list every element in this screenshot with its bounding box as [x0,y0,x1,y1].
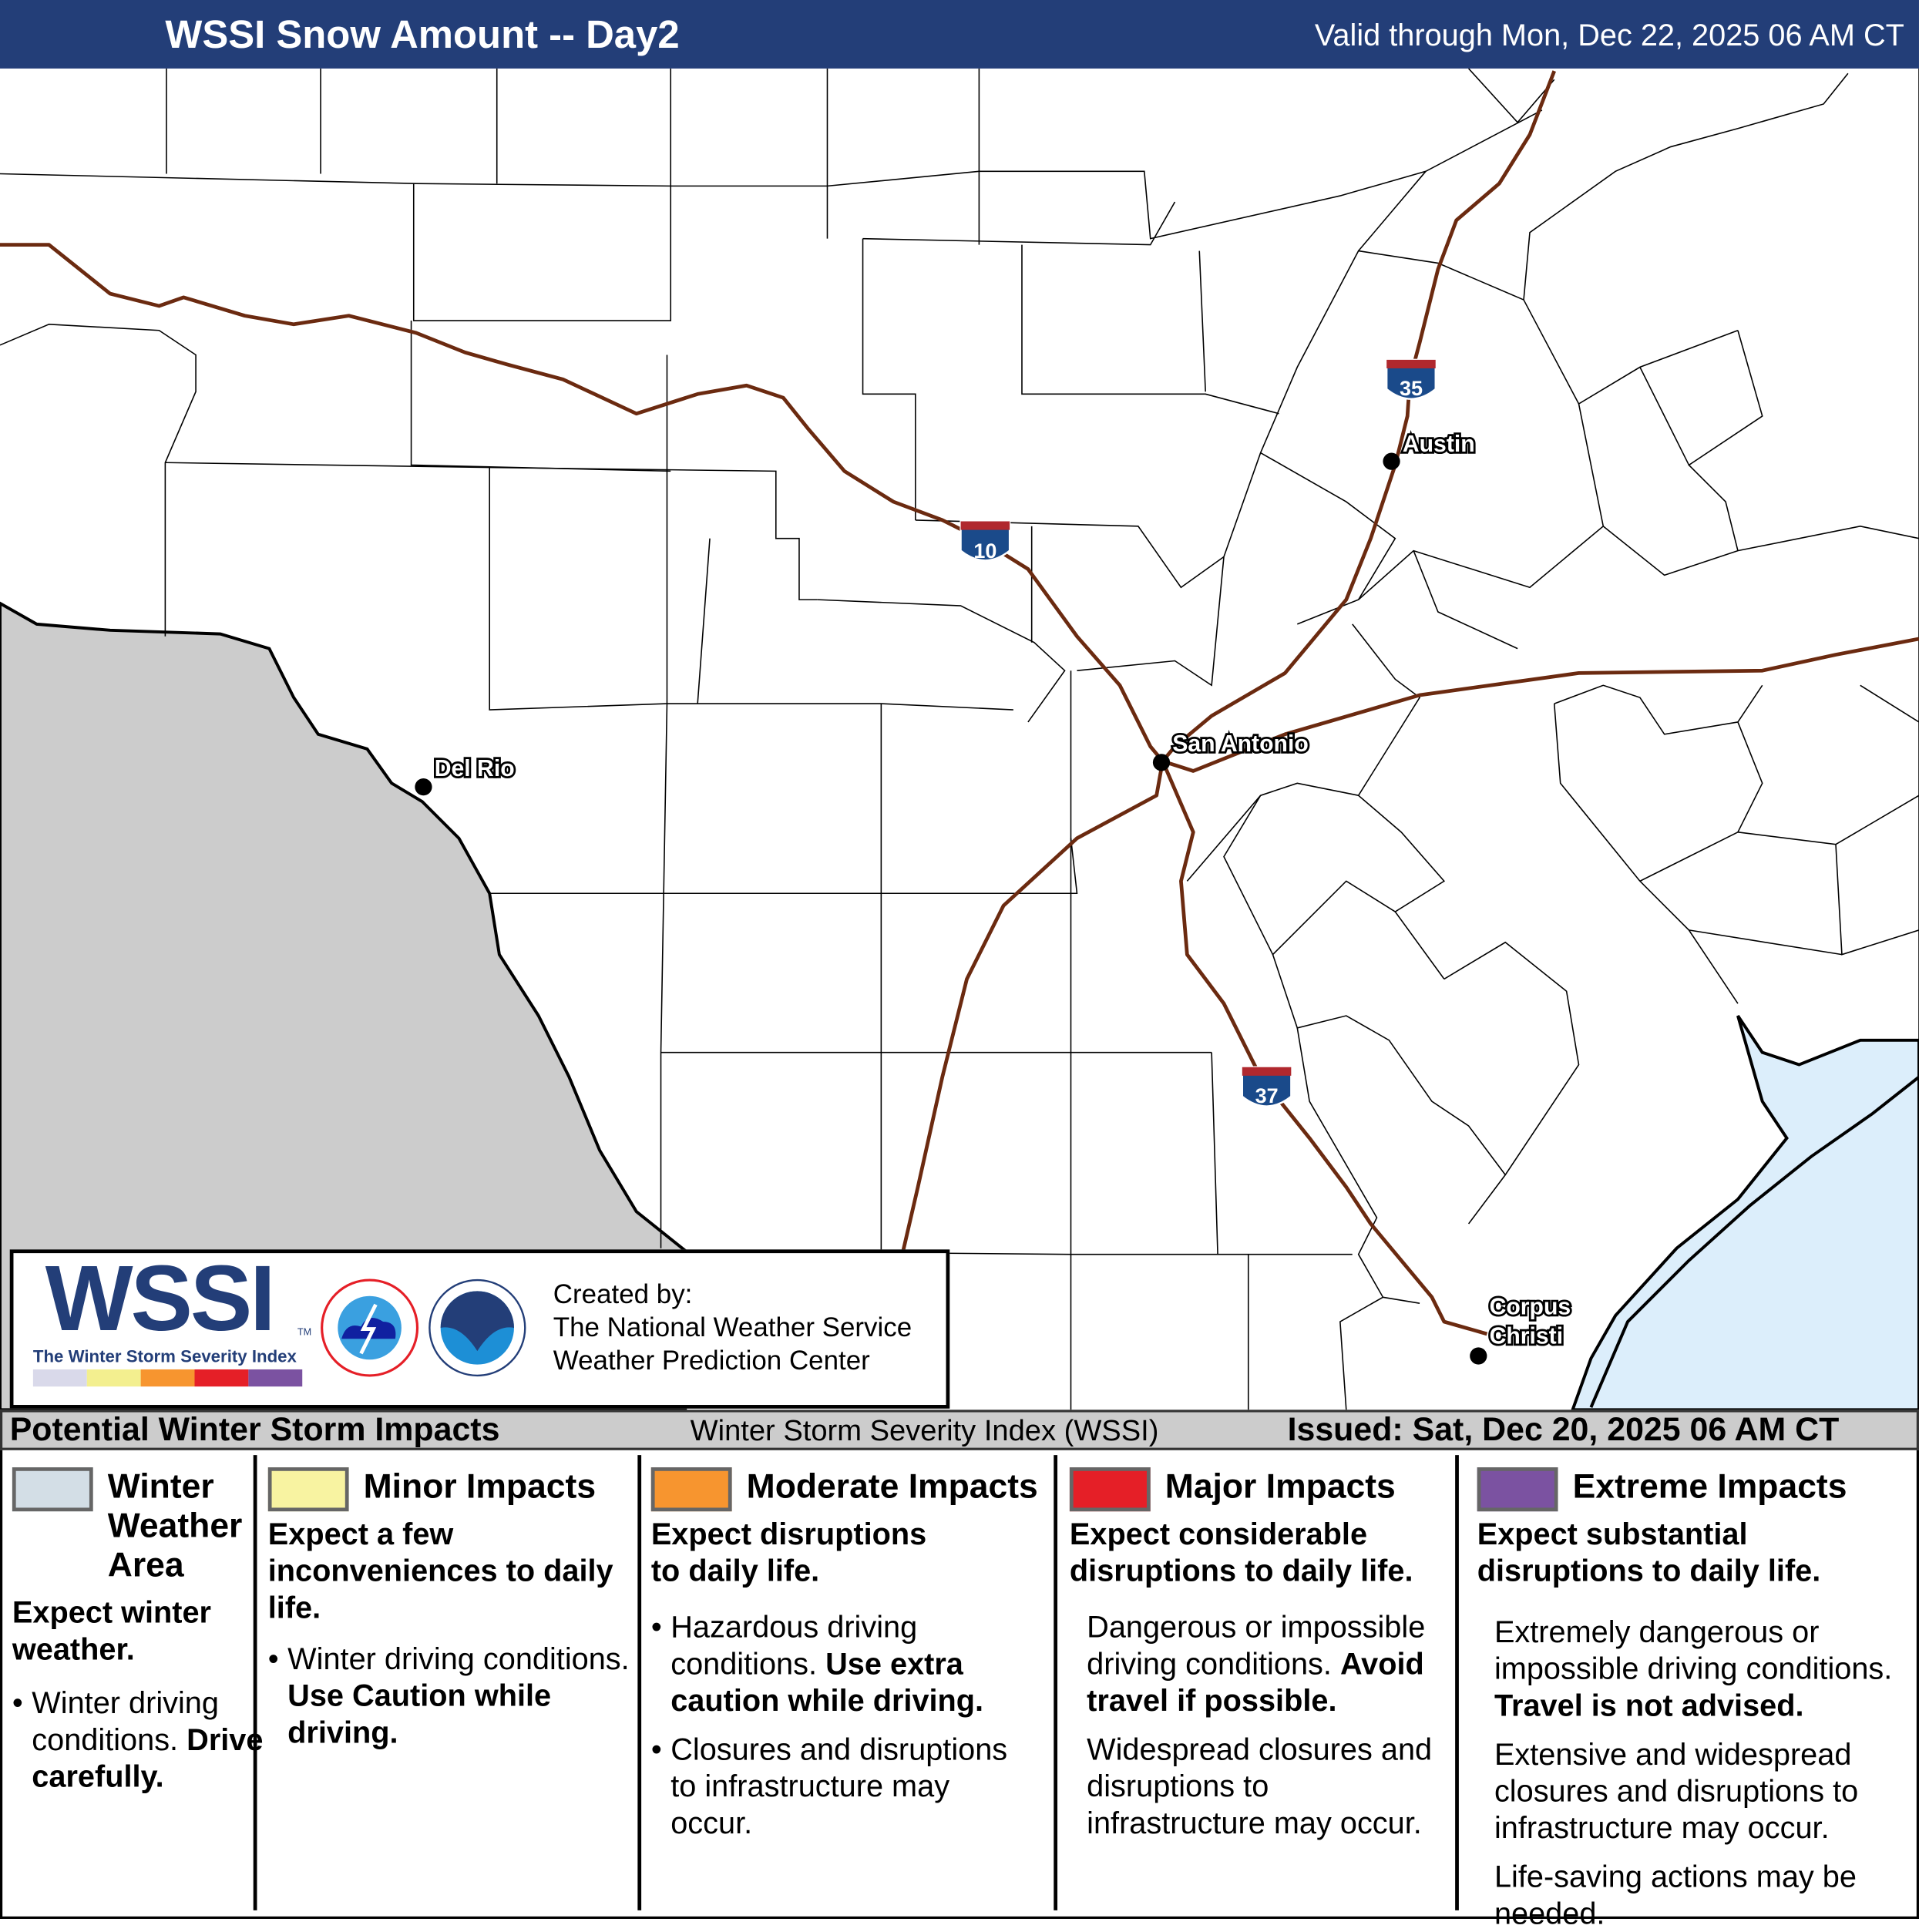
wssi-logo: WSSI [45,1247,276,1352]
interstate-35-route [901,70,1556,1252]
legend-bullet: Closures and disruptions to infrastructu… [651,1732,1030,1842]
city-label-austin: Austin [1403,432,1475,457]
legend-bullet: Widespread closures and disruptions to i… [1087,1732,1433,1841]
scale-swatch [194,1369,249,1387]
divider [637,1455,642,1910]
created-by-label: Created by: [553,1278,693,1310]
legend-subtitle: Expect substantial disruptions to daily … [1477,1517,1821,1589]
legend-major-impacts: Major Impacts Expect considerable disrup… [1069,1457,1454,1910]
legend-subtitle: Expect disruptions to daily life. [650,1517,927,1589]
legend-title: Major Impacts [1165,1467,1396,1506]
shield-label: 35 [1400,377,1423,400]
legend-title: Minor Impacts [363,1467,597,1506]
created-by: Created by: The National Weather Service… [553,1278,912,1377]
legend-bullet: Winter driving conditions. Drive careful… [12,1685,264,1796]
county-lines [0,68,1919,1410]
map-title: WSSI Snow Amount -- Day2 [165,12,680,57]
scale-swatch [248,1369,303,1387]
divider [1054,1455,1058,1910]
legend-subtitle: Expect a few inconveniences to daily lif… [267,1517,613,1625]
credits-box: WSSI TM The Winter Storm Severity Index … [9,1247,950,1409]
interstate-35-shield: 35 [1386,358,1437,400]
scale-swatch [32,1369,87,1387]
legend-moderate-impacts: Moderate Impacts Expect disruptions to d… [650,1457,1050,1910]
org-nws: The National Weather Service [553,1312,912,1343]
interstate-highways [0,70,1919,1336]
city-label-del-rio: Del Rio [435,756,515,781]
valid-time: Valid through Mon, Dec 22, 2025 06 AM CT [1314,18,1904,53]
city-markers: Austin San Antonio Del Rio Corpus Christ… [415,429,1573,1365]
legend-bullet: Life-saving actions may be needed. [1494,1860,1857,1931]
map: 10 35 37 Austin San Antonio Del Rio Corp… [0,68,1919,1410]
swatch [12,1467,93,1512]
legend-title: Moderate Impacts [746,1467,1038,1506]
swatch [1477,1467,1558,1512]
interstate-37-shield: 37 [1241,1066,1292,1107]
legend-subtitle: Expect considerable disruptions to daily… [1069,1517,1413,1589]
mexico-region [0,601,687,1410]
swatch [267,1467,349,1512]
legend-bullet: Extensive and widespread closures and di… [1494,1737,1859,1846]
legend-bullet: Winter driving conditions. Use Caution w… [268,1641,638,1752]
scale-swatch [86,1369,141,1387]
legend-title: Winter Weather Area [107,1467,243,1584]
shield-label: 37 [1255,1084,1279,1107]
legend-title: Extreme Impacts [1572,1467,1847,1506]
divider [253,1455,257,1910]
legend-bullets: Extremely dangerous or impossible drivin… [1494,1602,1911,1932]
noaa-logo [428,1278,526,1377]
city-label-corpus: Corpus [1490,1295,1571,1320]
swatch [650,1467,732,1512]
legend-bullets: Hazardous driving conditions. Use extra … [651,1597,1030,1842]
severity-color-scale [32,1369,303,1387]
interstate-10-shield: 10 [960,520,1011,563]
swatch [1069,1467,1151,1512]
wssi-tagline: The Winter Storm Severity Index [32,1346,297,1366]
info-strip: Potential Winter Storm Impacts Winter St… [0,1410,1919,1450]
impacts-heading: Potential Winter Storm Impacts [9,1410,500,1448]
impacts-legend: Winter Weather Area Expect winter weathe… [0,1450,1919,1931]
legend-extreme-impacts: Extreme Impacts Expect substantial disru… [1477,1457,1912,1931]
divider [1455,1455,1459,1910]
gulf-water [1571,1014,1919,1410]
scale-swatch [140,1369,195,1387]
issued-time: Issued: Sat, Dec 20, 2025 06 AM CT [1287,1410,1840,1448]
shield-label: 10 [973,539,996,563]
legend-bullet: Hazardous driving conditions. Use extra … [651,1609,1030,1719]
legend-winter-weather-area: Winter Weather Area Expect winter weathe… [12,1457,263,1910]
legend-bullets: Dangerous or impossible driving conditio… [1087,1597,1454,1842]
org-wpc: Weather Prediction Center [553,1345,870,1376]
trademark: TM [297,1326,312,1338]
interstate-37-route [1161,760,1488,1336]
legend-subtitle: Expect winter weather. [12,1595,212,1667]
legend-minor-impacts: Minor Impacts Expect a few inconvenience… [267,1457,638,1910]
legend-bullet: Dangerous or impossible driving conditio… [1087,1610,1426,1719]
legend-bullet: Extremely dangerous or impossible drivin… [1494,1615,1893,1723]
city-label-san-antonio: San Antonio [1172,731,1308,757]
city-label-christi: Christi [1490,1324,1564,1349]
index-name: Winter Storm Severity Index (WSSI) [690,1414,1159,1448]
interstate-10-route [0,243,1919,773]
header-bar: WSSI Snow Amount -- Day2 Valid through M… [0,0,1919,69]
nws-logo [321,1278,419,1377]
